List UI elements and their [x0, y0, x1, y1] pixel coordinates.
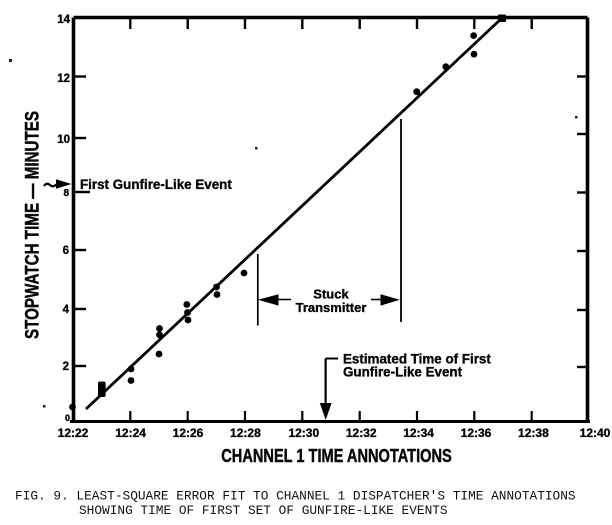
svg-text:6: 6: [63, 245, 69, 257]
svg-text:2: 2: [63, 361, 69, 373]
svg-text:4: 4: [63, 304, 70, 316]
svg-text:Transmitter: Transmitter: [296, 300, 367, 315]
svg-text:Gunfire-Like Event: Gunfire-Like Event: [343, 365, 463, 380]
svg-text:12:40: 12:40: [580, 426, 611, 440]
svg-text:12:38: 12:38: [518, 426, 549, 440]
svg-text:0: 0: [65, 413, 70, 423]
svg-text:Estimated Time of First: Estimated Time of First: [343, 352, 491, 367]
svg-text:12:24: 12:24: [115, 426, 146, 440]
svg-text:12:34: 12:34: [403, 426, 434, 440]
svg-text:12:32: 12:32: [346, 426, 377, 440]
svg-text:FIG. 9. LEAST-SQUARE ERROR FI: FIG. 9. LEAST-SQUARE ERROR FIT TO CHANNE…: [15, 489, 576, 504]
svg-text:SHOWING TIME OF FIRST SET OF G: SHOWING TIME OF FIRST SET OF GUNFIRE-LIK…: [79, 503, 448, 518]
svg-text:14: 14: [57, 14, 70, 26]
svg-text:12:26: 12:26: [173, 426, 204, 440]
svg-text:12:36: 12:36: [461, 426, 492, 440]
svg-text:CHANNEL 1 TIME ANNOTATIONS: CHANNEL 1 TIME ANNOTATIONS: [221, 445, 451, 466]
svg-text:12:22: 12:22: [58, 426, 89, 440]
svg-text:12:28: 12:28: [230, 426, 261, 440]
svg-text:8: 8: [63, 188, 69, 199]
svg-text:12:30: 12:30: [288, 426, 319, 440]
svg-text:STOPWATCH TIME — MINUTES: STOPWATCH TIME — MINUTES: [21, 111, 43, 339]
svg-text:Stuck: Stuck: [313, 287, 349, 302]
svg-text:10: 10: [57, 134, 70, 146]
svg-text:First Gunfire-Like Event: First Gunfire-Like Event: [80, 177, 232, 192]
svg-text:12: 12: [57, 73, 70, 85]
